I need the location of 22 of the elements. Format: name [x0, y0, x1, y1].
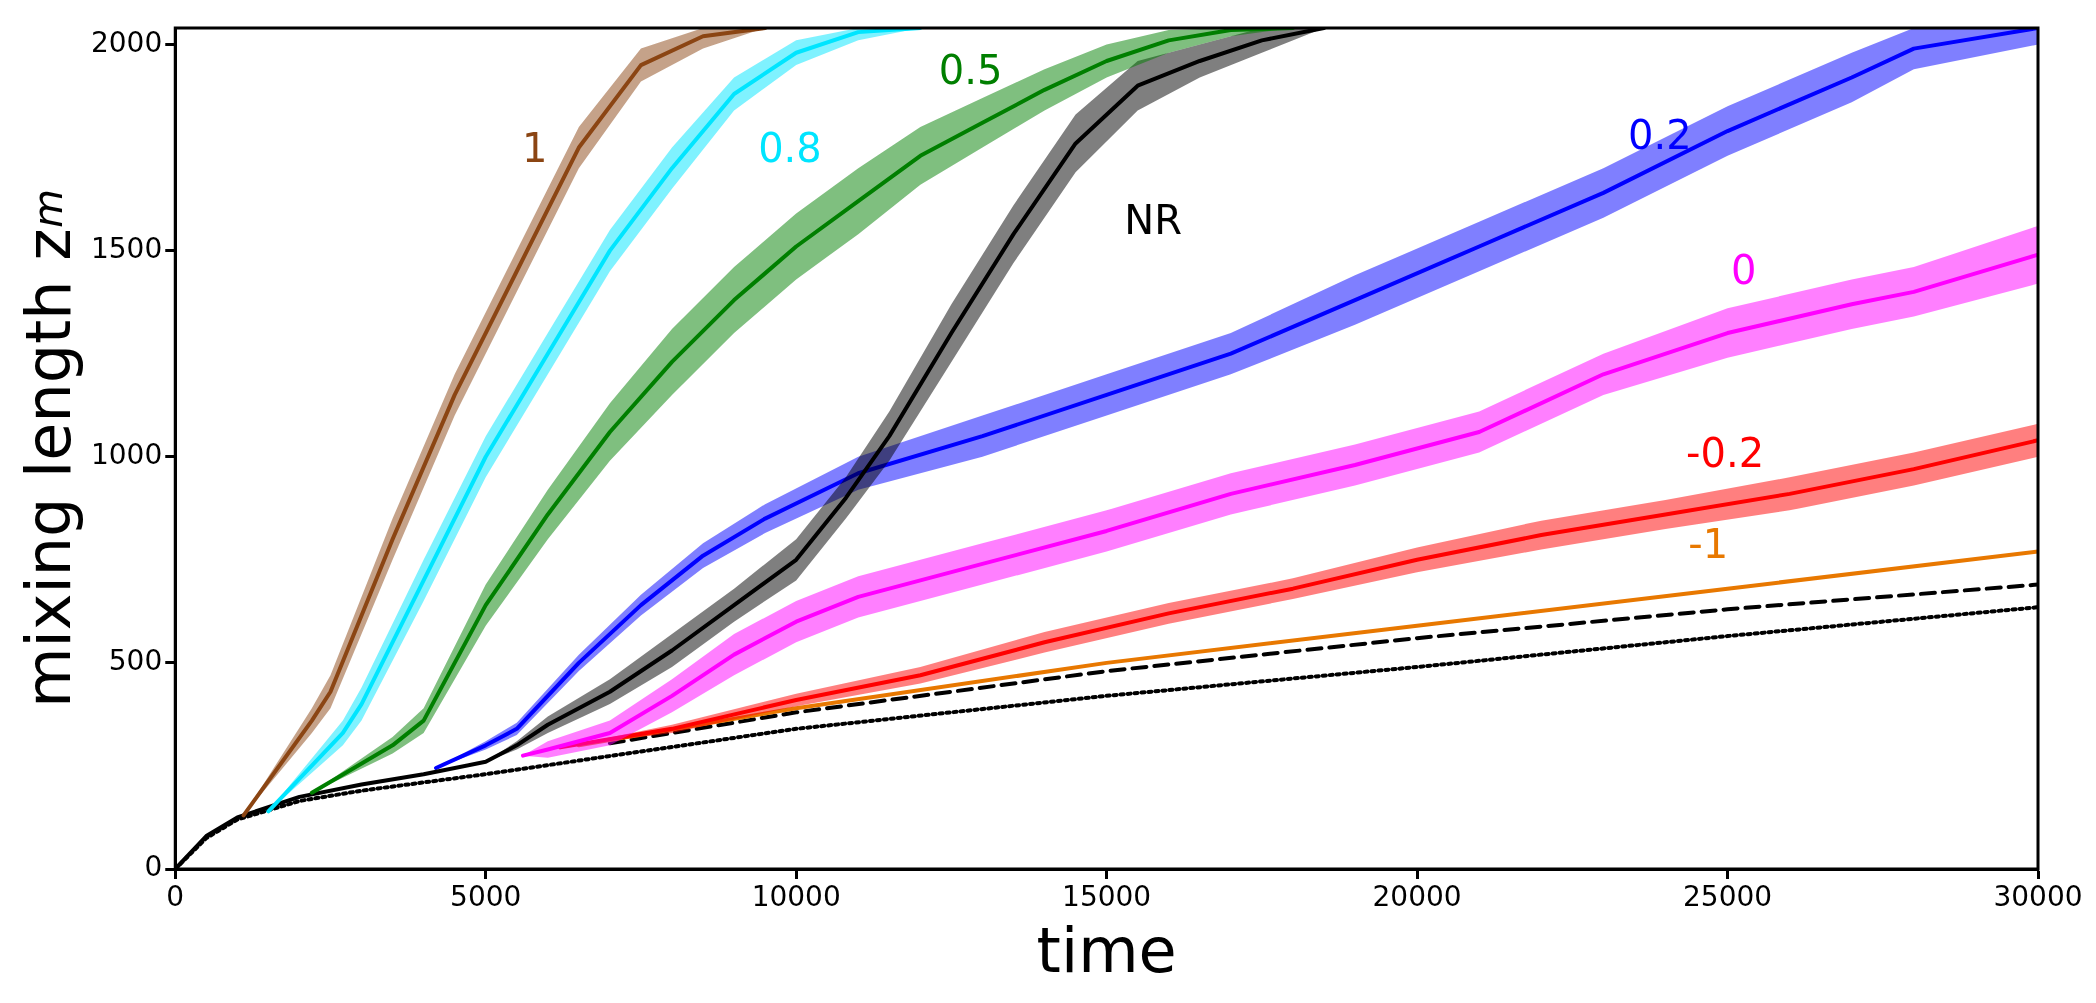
series-label: NR — [1124, 197, 1183, 244]
y-tick-label: 2000 — [90, 25, 163, 59]
y-tick-label: 0 — [144, 850, 163, 884]
y-tick-label: 500 — [108, 644, 163, 678]
x-tick-label: 5000 — [450, 880, 522, 914]
series-label: 0.5 — [938, 46, 1003, 93]
x-axis-title: time — [1036, 913, 1177, 987]
x-tick-label: 10000 — [751, 880, 841, 914]
x-tick-label: 15000 — [1062, 880, 1152, 914]
series-label: 1 — [522, 125, 548, 172]
series-label: 0.8 — [758, 125, 822, 172]
series-label: 0.2 — [1628, 112, 1692, 159]
x-tick-label: 0 — [166, 880, 185, 914]
y-axis-title: mixing length zm — [12, 189, 85, 708]
x-tick-label: 25000 — [1683, 880, 1773, 914]
x-tick-label: 20000 — [1372, 880, 1462, 914]
series-label: 0 — [1730, 246, 1757, 293]
y-tick-label: 1500 — [90, 231, 163, 265]
series-label: -0.2 — [1686, 430, 1765, 477]
y-tick-label: 1000 — [90, 438, 163, 472]
x-tick-label: 30000 — [1993, 880, 2083, 914]
series-label: -1 — [1688, 521, 1729, 568]
